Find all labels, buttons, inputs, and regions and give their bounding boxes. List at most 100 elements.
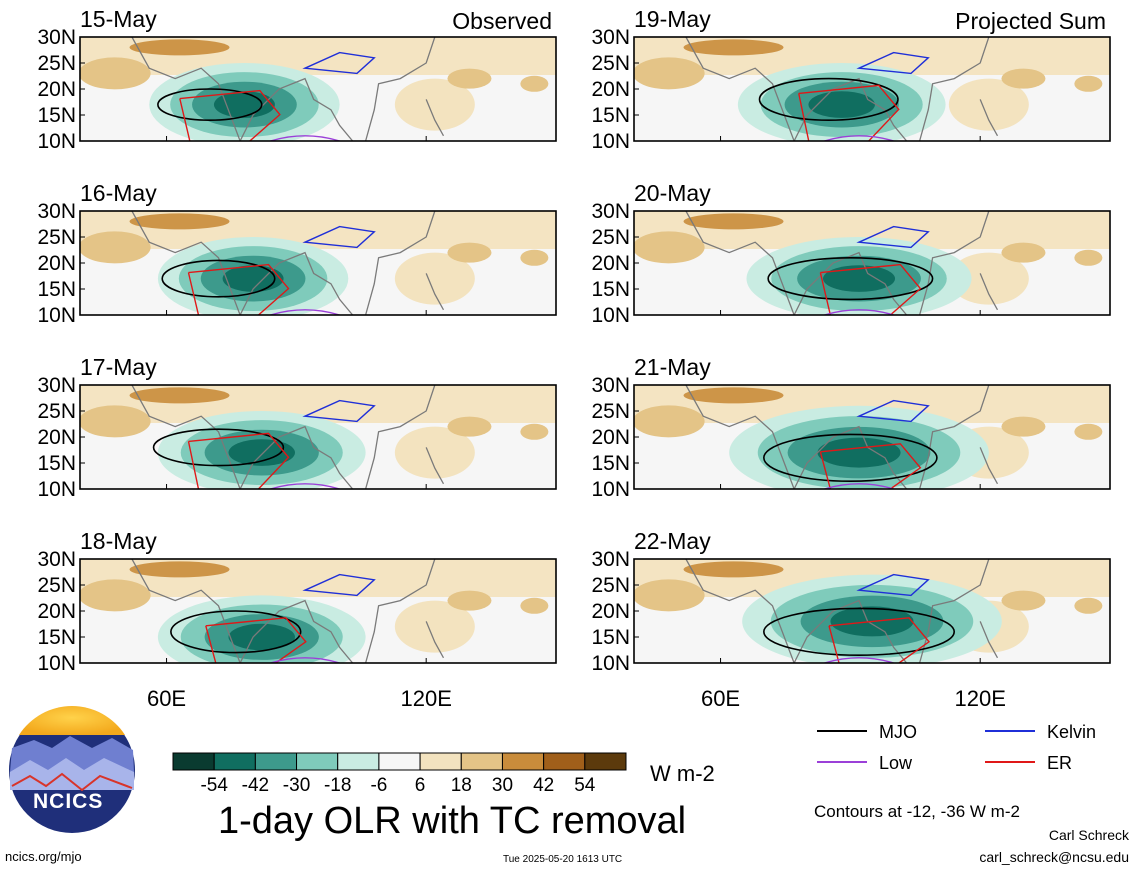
y-tick-label: 20N <box>37 78 76 101</box>
colorbar-tick-label: -6 <box>370 775 387 796</box>
olr-positive-blob <box>1001 416 1046 437</box>
coastline <box>425 99 445 137</box>
mjo-contour <box>758 77 899 122</box>
chart-title: 1-day OLR with TC removal <box>218 800 687 842</box>
y-tick-label: 20N <box>37 600 76 623</box>
panel-date-label: 16-May <box>80 180 157 206</box>
y-tick-label: 25N <box>37 400 76 423</box>
olr-positive-blob <box>447 590 492 611</box>
mjo-contour <box>152 428 285 467</box>
legend-label: MJO <box>879 722 917 742</box>
olr-positive-blob <box>634 405 705 438</box>
olr-positive-blob <box>683 387 784 404</box>
olr-positive-blob <box>447 242 492 263</box>
low-contour <box>824 657 894 663</box>
mjo-contour <box>763 607 956 657</box>
y-tick-label: 30N <box>591 200 630 223</box>
olr-positive-blob <box>520 423 549 440</box>
colorbar-segment <box>543 752 586 771</box>
colorbar-tick-label: 42 <box>533 775 554 796</box>
low-contour <box>270 657 340 663</box>
olr-positive-blob <box>634 57 705 90</box>
mjo-contour <box>170 610 302 654</box>
coastline <box>131 37 241 141</box>
coastline <box>979 273 999 311</box>
olr-positive-blob <box>129 213 230 230</box>
colorbar-segment <box>378 752 421 771</box>
y-tick-label: 15N <box>37 626 76 649</box>
y-tick-label: 10N <box>37 478 76 501</box>
panel-date-label: 17-May <box>80 354 157 380</box>
er-contour <box>798 84 900 141</box>
y-tick-label: 15N <box>37 278 76 301</box>
website-link[interactable]: ncics.org/mjo <box>5 849 82 864</box>
coastline <box>918 559 990 663</box>
x-axis-labels: 60E 120E 60E 120E <box>147 686 1006 711</box>
coastline <box>364 385 436 489</box>
author-email: carl_schreck@ncsu.edu <box>979 849 1129 865</box>
coastline <box>239 251 354 315</box>
coastline <box>425 273 445 311</box>
x-tick-label: 120E <box>400 686 451 711</box>
colorbar-tick-label: 6 <box>415 775 426 796</box>
olr-positive-blob <box>948 78 1029 131</box>
colorbar-tick-label: 30 <box>492 775 513 796</box>
coastline <box>685 385 795 489</box>
coastline <box>425 621 445 659</box>
coastline <box>239 425 354 489</box>
y-tick-label: 30N <box>37 26 76 49</box>
map-panel: 15-May Observed 30N 25N 20N 15N 10N <box>37 6 557 153</box>
kelvin-contour <box>856 225 930 249</box>
low-contour <box>270 483 340 489</box>
colorbar-tick-label: -54 <box>200 775 228 796</box>
olr-positive-blob <box>1074 75 1103 92</box>
panel-date-label: 15-May <box>80 6 157 32</box>
colorbar-segment <box>501 752 545 771</box>
panel-date-label: 22-May <box>634 528 711 554</box>
legend-label: ER <box>1047 753 1072 773</box>
y-tick-label: 15N <box>37 104 76 127</box>
y-tick-label: 15N <box>591 278 630 301</box>
y-tick-label: 10N <box>591 130 630 153</box>
olr-positive-blob <box>394 78 475 131</box>
coastline <box>131 385 241 489</box>
coastline <box>685 559 795 663</box>
y-tick-label: 20N <box>37 426 76 449</box>
coastline <box>364 37 436 141</box>
y-tick-label: 15N <box>591 104 630 127</box>
colorbar-tick-label: -42 <box>242 775 269 796</box>
kelvin-contour <box>302 573 376 597</box>
colorbar-segment <box>460 752 503 771</box>
timestamp: Tue 2025-05-20 1613 UTC <box>503 854 623 865</box>
y-tick-label: 10N <box>591 304 630 327</box>
y-tick-label: 30N <box>37 548 76 571</box>
coastline <box>239 599 354 663</box>
y-tick-label: 30N <box>591 374 630 397</box>
olr-positive-blob <box>394 426 475 479</box>
low-contour <box>270 135 340 141</box>
olr-negative-contour <box>817 437 901 468</box>
olr-positive-blob <box>447 416 492 437</box>
olr-negative-contour <box>808 91 875 118</box>
olr-positive-blob <box>520 75 549 92</box>
colorbar-segment <box>172 752 215 771</box>
low-contour <box>824 135 894 141</box>
x-tick-label: 120E <box>954 686 1005 711</box>
olr-positive-blob <box>520 249 549 266</box>
author-name: Carl Schreck <box>1048 827 1129 843</box>
y-tick-label: 20N <box>591 78 630 101</box>
colorbar-tick-label: 18 <box>451 775 472 796</box>
legend-label: Low <box>879 753 913 773</box>
colorbar-segment <box>254 752 298 771</box>
olr-positive-blob <box>80 231 151 264</box>
coastline <box>793 425 908 489</box>
coastline <box>918 211 990 315</box>
x-tick-label: 60E <box>701 686 740 711</box>
olr-negative-contour <box>228 623 295 651</box>
y-tick-label: 25N <box>591 574 630 597</box>
